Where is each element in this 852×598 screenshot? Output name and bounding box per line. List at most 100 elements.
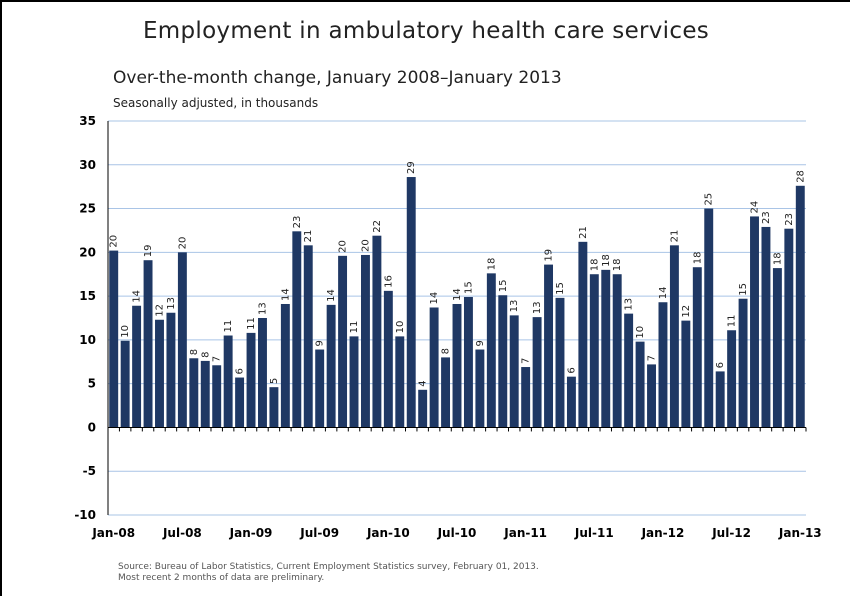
data-label: 21: [578, 226, 589, 239]
bar: [750, 216, 759, 428]
bar: [372, 235, 382, 428]
bar: [486, 273, 496, 428]
source-note: Source: Bureau of Labor Statistics, Curr…: [118, 562, 539, 584]
data-label: 18: [612, 258, 623, 271]
bar: [395, 336, 405, 428]
data-label: 23: [784, 213, 795, 226]
bar: [635, 341, 645, 428]
data-label: 4: [418, 380, 429, 386]
data-label: 7: [521, 358, 532, 364]
data-label: 11: [349, 321, 360, 334]
x-tick-label: Jul-08: [162, 526, 202, 540]
data-label: 14: [326, 289, 337, 302]
x-tick-label: Jan-13: [778, 526, 822, 540]
bar: [223, 335, 233, 428]
data-label: 14: [658, 287, 669, 300]
bar: [155, 319, 164, 428]
bar: [406, 177, 416, 428]
bar: [669, 245, 679, 428]
data-label: 8: [200, 352, 211, 358]
bar: [383, 290, 393, 428]
data-label: 18: [486, 258, 497, 271]
data-label: 28: [795, 170, 806, 183]
bar: [177, 252, 187, 428]
data-label: 6: [715, 362, 726, 368]
bar: [578, 241, 588, 428]
data-label: 20: [338, 240, 349, 253]
bar: [418, 389, 428, 428]
data-label: 15: [555, 282, 566, 295]
bar: [349, 336, 359, 428]
x-tick-label: Jan-11: [503, 526, 547, 540]
chart-title: Employment in ambulatory health care ser…: [142, 18, 710, 44]
bar: [109, 250, 119, 428]
data-label: 9: [475, 340, 486, 346]
data-label: 29: [406, 161, 417, 174]
data-label: 8: [441, 348, 452, 354]
bar: [647, 364, 656, 428]
x-tick-label: Jan-08: [91, 526, 135, 540]
data-label: 13: [166, 297, 177, 310]
x-tick-label: Jul-12: [711, 526, 751, 540]
data-label: 6: [235, 368, 246, 374]
data-label: 24: [750, 201, 761, 214]
bar: [326, 304, 336, 428]
bar: [601, 269, 611, 428]
data-label: 13: [532, 301, 543, 314]
data-label: 18: [601, 254, 612, 267]
bar: [132, 305, 142, 428]
data-label: 13: [624, 298, 635, 311]
bar: [280, 303, 290, 428]
data-label: 10: [120, 325, 131, 338]
chart-subtitle: Over-the-month change, January 2008–Janu…: [113, 68, 562, 88]
data-label: 13: [257, 302, 268, 315]
bar: [795, 185, 805, 428]
data-label: 18: [589, 258, 600, 271]
data-label: 23: [761, 211, 772, 224]
data-label: 14: [132, 290, 143, 303]
x-tick-label: Jan-12: [641, 526, 685, 540]
bar: [143, 260, 153, 428]
data-label: 14: [429, 292, 440, 305]
bar: [715, 371, 725, 428]
data-label: 13: [509, 300, 520, 313]
data-label: 21: [669, 230, 680, 243]
bar: [784, 228, 794, 428]
bar: [189, 358, 199, 428]
bar: [258, 318, 267, 428]
data-label: 15: [463, 281, 474, 294]
bar: [727, 330, 737, 428]
bar: [498, 295, 508, 428]
data-label: 11: [223, 320, 234, 333]
y-tick-label: 15: [79, 289, 96, 303]
bar: [315, 349, 325, 428]
data-label: 7: [212, 356, 223, 362]
axes: 35 30 25 20 15 10 5 0 -5 -10 Jan-08 Jul-08 Jan-09 Jul…: [74, 114, 821, 540]
bar: [246, 332, 256, 428]
data-label: 6: [566, 367, 577, 373]
data-label: 16: [383, 275, 394, 288]
x-tick-label: Jul-11: [574, 526, 614, 540]
bar: [509, 315, 519, 428]
x-tick-label: Jan-09: [229, 526, 273, 540]
bar: [555, 297, 565, 428]
bar: [624, 313, 634, 428]
data-label: 15: [498, 280, 509, 293]
bar: [235, 377, 245, 428]
bar: [463, 296, 473, 428]
bar: [704, 208, 714, 428]
data-label: 12: [154, 304, 165, 317]
bar: [429, 307, 439, 428]
bar: [441, 357, 451, 428]
bar: [292, 231, 302, 428]
y-tick-label: -5: [83, 464, 96, 478]
x-tick-label: Jul-10: [437, 526, 477, 540]
data-label: 21: [303, 230, 314, 243]
bar: [269, 387, 279, 428]
bar: [475, 349, 485, 428]
preliminary-note: Most recent 2 months of data are prelimi…: [118, 573, 325, 583]
data-label: 20: [177, 237, 188, 250]
data-label: 15: [738, 283, 749, 296]
